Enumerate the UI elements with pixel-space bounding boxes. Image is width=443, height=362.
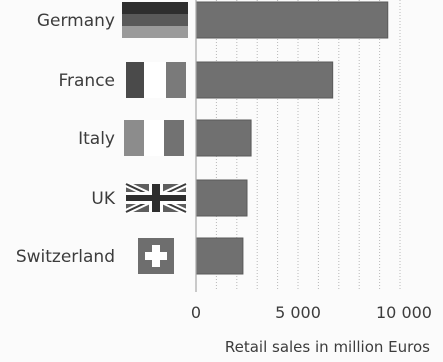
x-tick-label: 0 xyxy=(191,303,201,322)
italy-flag-icon xyxy=(124,120,184,156)
france-flag-icon xyxy=(126,62,186,98)
x-tick-labels: 0 5 000 10 000 xyxy=(191,303,432,322)
germany-flag-icon xyxy=(122,2,188,38)
bar-germany xyxy=(195,1,389,39)
bar-uk xyxy=(195,179,248,217)
flags xyxy=(122,2,188,274)
category-labels: Germany France Italy UK Switzerland xyxy=(16,11,116,267)
category-label: Italy xyxy=(78,129,115,149)
category-label: Switzerland xyxy=(16,247,115,267)
x-axis-label: Retail sales in million Euros xyxy=(225,338,430,356)
switzerland-flag-icon xyxy=(138,238,174,274)
x-tick-label: 5 000 xyxy=(275,303,321,322)
bar-switzerland xyxy=(195,237,244,275)
category-label: Germany xyxy=(37,11,115,31)
bar-italy xyxy=(195,119,252,157)
uk-flag-icon xyxy=(124,181,188,215)
x-tick-label: 10 000 xyxy=(376,303,432,322)
category-label: UK xyxy=(91,189,115,209)
category-label: France xyxy=(58,71,115,91)
bar-france xyxy=(195,61,334,99)
bars xyxy=(195,1,389,275)
